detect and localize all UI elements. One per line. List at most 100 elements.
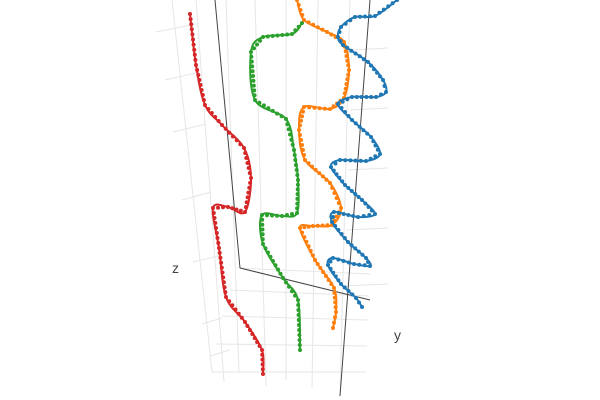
data-point [247, 171, 252, 175]
data-point [297, 128, 301, 132]
data-point [281, 276, 285, 280]
data-point [350, 95, 354, 99]
trace-line [296, 0, 351, 329]
data-point [295, 192, 300, 197]
data-point [214, 231, 219, 235]
data-point [306, 20, 311, 25]
data-point [331, 270, 336, 275]
data-point [381, 7, 386, 12]
data-point [332, 295, 337, 300]
data-point [298, 8, 303, 12]
data-point [297, 323, 301, 327]
data-point [364, 256, 368, 260]
data-point [219, 260, 224, 265]
data-point [216, 241, 221, 245]
data-point [345, 97, 350, 102]
data-point [361, 214, 366, 218]
data-point [260, 348, 264, 352]
data-point [306, 161, 311, 166]
data-point [317, 171, 322, 176]
data-point [308, 248, 313, 253]
data-point [220, 270, 225, 275]
data-point [366, 260, 370, 264]
data-point [212, 216, 217, 220]
data-point [330, 186, 335, 190]
trace-3 [295, 0, 351, 330]
data-point [359, 95, 364, 99]
data-point [243, 320, 247, 324]
data-point [333, 274, 338, 279]
data-point [295, 0, 299, 2]
data-point [252, 46, 256, 51]
data-point [379, 92, 383, 97]
data-point [328, 181, 332, 185]
data-point [331, 326, 335, 330]
data-point [343, 158, 348, 163]
data-point [358, 158, 363, 163]
data-point [286, 127, 291, 132]
data-point [339, 232, 344, 236]
data-point [223, 290, 228, 295]
data-point [296, 178, 300, 182]
data-point [261, 35, 265, 39]
data-point [224, 295, 228, 299]
data-point [297, 333, 302, 337]
data-point [263, 246, 268, 251]
data-point [249, 59, 254, 64]
data-point [231, 134, 235, 139]
data-point [275, 111, 280, 116]
data-point [346, 213, 351, 217]
data-point [323, 274, 328, 278]
data-point [342, 91, 347, 96]
data-point [311, 224, 315, 228]
data-point [363, 14, 367, 19]
data-point [344, 54, 349, 58]
data-point [234, 207, 239, 212]
data-point [239, 315, 244, 320]
data-point [346, 240, 350, 244]
data-point [293, 28, 298, 33]
data-point [361, 57, 366, 62]
data-point [290, 212, 294, 216]
data-point [284, 280, 288, 285]
data-point [331, 104, 336, 109]
data-point [333, 224, 338, 228]
data-point [189, 22, 194, 27]
data-point [257, 100, 262, 105]
data-point [343, 49, 348, 54]
data-point [260, 213, 264, 217]
data-point [332, 210, 336, 214]
data-point [326, 278, 331, 282]
data-point [345, 77, 350, 82]
trace-2 [249, 21, 304, 352]
data-point [338, 158, 342, 162]
data-point [290, 289, 294, 294]
data-point [298, 348, 302, 352]
data-point [343, 86, 348, 91]
data-point [217, 250, 222, 255]
data-point [219, 265, 224, 270]
data-point [220, 123, 224, 127]
data-point [360, 305, 364, 309]
data-point [295, 182, 300, 187]
data-point [298, 133, 302, 137]
data-point [301, 148, 305, 152]
data-point [265, 213, 269, 218]
data-point [306, 244, 311, 249]
data-point [381, 78, 385, 82]
data-point [245, 161, 250, 165]
data-point [270, 108, 275, 113]
data-point [337, 30, 342, 34]
axis-zero-lines [214, 0, 371, 397]
data-point [255, 42, 259, 47]
data-point [365, 131, 370, 136]
data-point [260, 352, 265, 357]
data-point [333, 161, 338, 166]
data-point [214, 226, 218, 230]
data-point [300, 13, 305, 17]
data-point [310, 164, 315, 169]
data-point [320, 174, 325, 179]
data-point [252, 88, 257, 93]
data-point [284, 117, 288, 121]
